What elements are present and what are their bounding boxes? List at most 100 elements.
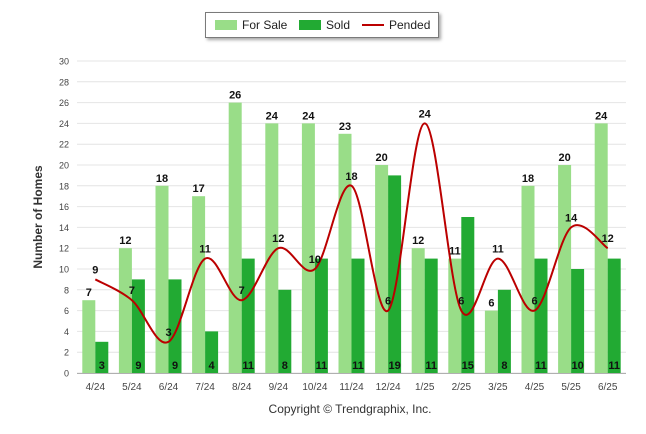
bar-sold-8/24: [241, 258, 255, 373]
x-tick-label-4/25: 4/25: [525, 382, 545, 393]
bar-for-sale-5/24: [118, 248, 132, 373]
x-tick-label-2/25: 2/25: [452, 382, 472, 393]
bar-for-sale-2/25: [448, 258, 462, 373]
bar-for-sale-12/24: [375, 165, 389, 373]
label-for-sale-8/24: 26: [229, 90, 241, 102]
bar-for-sale-9/24: [265, 123, 279, 374]
legend-item-pended[interactable]: Pended: [362, 18, 430, 32]
label-pended-4/25: 6: [531, 296, 537, 308]
label-sold-3/25: 8: [501, 360, 507, 372]
legend-label-sold: Sold: [326, 18, 351, 32]
label-pended-7/24: 11: [199, 244, 211, 256]
pended-line-layer: [94, 122, 609, 344]
y-tick-label-14: 14: [59, 223, 69, 233]
for-sale-swatch-icon: [215, 20, 237, 30]
legend-label-pended: Pended: [389, 18, 431, 32]
legend-item-for-sale[interactable]: For Sale: [215, 18, 287, 32]
label-pended-9/24: 12: [272, 233, 284, 245]
label-sold-7/24: 4: [209, 360, 216, 372]
bar-sold-3/25: [497, 289, 511, 373]
y-tick-label-4: 4: [64, 327, 69, 337]
label-pended-3/25: 11: [492, 244, 504, 256]
x-tick-label-5/25: 5/25: [561, 382, 581, 393]
y-tick-label-22: 22: [59, 140, 69, 150]
label-pended-4/24: 9: [92, 264, 98, 276]
y-tick-label-28: 28: [59, 77, 69, 87]
bar-for-sale-11/24: [338, 133, 352, 373]
y-tick-label-8: 8: [64, 285, 69, 295]
bar-for-sale-1/25: [411, 248, 425, 373]
label-sold-4/24: 3: [99, 360, 105, 372]
label-pended-6/24: 3: [165, 327, 171, 339]
label-sold-8/24: 11: [242, 360, 254, 372]
legend-item-sold[interactable]: Sold: [299, 18, 350, 32]
x-tick-label-6/24: 6/24: [159, 382, 179, 393]
label-sold-12/24: 19: [388, 360, 400, 372]
label-sold-6/24: 9: [172, 360, 178, 372]
label-for-sale-11/24: 23: [339, 121, 351, 133]
x-tick-label-8/24: 8/24: [232, 382, 252, 393]
label-pended-5/25: 14: [565, 212, 578, 224]
pended-line-swatch-icon: [362, 24, 384, 26]
bar-for-sale-5/25: [558, 165, 572, 373]
y-tick-label-30: 30: [59, 57, 69, 67]
legend: For Sale Sold Pended: [205, 12, 439, 38]
label-pended-5/24: 7: [129, 285, 135, 297]
x-tick-label-7/24: 7/24: [195, 382, 215, 393]
label-sold-9/24: 8: [282, 360, 288, 372]
x-tick-label-3/25: 3/25: [488, 382, 508, 393]
bar-for-sale-6/24: [155, 185, 169, 373]
bar-sold-7/24: [205, 331, 219, 373]
label-pended-1/25: 24: [419, 108, 432, 120]
x-tick-label-1/25: 1/25: [415, 382, 435, 393]
bar-sold-6/25: [607, 258, 621, 373]
bar-sold-2/25: [461, 217, 475, 373]
bar-sold-9/24: [278, 289, 292, 373]
legend-label-for-sale: For Sale: [242, 18, 288, 32]
bar-for-sale-3/25: [484, 310, 498, 373]
y-tick-label-16: 16: [59, 202, 69, 212]
label-sold-5/24: 9: [135, 360, 141, 372]
label-for-sale-5/25: 20: [558, 152, 570, 164]
label-for-sale-1/25: 12: [412, 235, 424, 247]
y-tick-label-18: 18: [59, 181, 69, 191]
label-for-sale-6/24: 18: [156, 173, 168, 185]
x-tick-label-12/24: 12/24: [376, 382, 401, 393]
x-tick-label-5/24: 5/24: [122, 382, 142, 393]
label-pended-8/24: 7: [239, 285, 245, 297]
y-axis-title: Number of Homes: [31, 165, 45, 269]
bar-for-sale-4/25: [521, 185, 535, 373]
label-sold-1/25: 11: [425, 360, 437, 372]
bar-sold-4/25: [534, 258, 548, 373]
label-sold-4/25: 11: [535, 360, 547, 372]
label-for-sale-2/25: 11: [449, 246, 461, 258]
label-sold-10/24: 11: [316, 360, 328, 372]
label-for-sale-12/24: 20: [375, 152, 387, 164]
x-tick-label-10/24: 10/24: [302, 382, 327, 393]
bar-sold-6/24: [168, 279, 182, 373]
label-sold-5/25: 10: [571, 360, 583, 372]
label-pended-11/24: 18: [345, 171, 357, 183]
label-for-sale-10/24: 24: [302, 110, 315, 122]
bar-sold-5/25: [571, 269, 585, 373]
label-for-sale-5/24: 12: [119, 235, 131, 247]
label-for-sale-7/24: 17: [192, 183, 204, 195]
bar-for-sale-7/24: [192, 196, 206, 373]
label-for-sale-4/25: 18: [522, 173, 534, 185]
bar-for-sale-4/24: [82, 300, 96, 373]
label-pended-6/25: 12: [602, 233, 614, 245]
x-axis: 4/24 5/24 6/24 7/24 8/24 9/24 10/24 11/24 12/24 1…: [77, 373, 626, 393]
x-tick-label-11/24: 11/24: [339, 382, 364, 393]
bar-sold-11/24: [351, 258, 365, 373]
bar-sold-4/24: [95, 341, 109, 373]
label-pended-12/24: 6: [385, 296, 391, 308]
y-tick-label-10: 10: [59, 265, 69, 275]
label-sold-6/25: 11: [608, 360, 620, 372]
y-tick-label-6: 6: [64, 306, 69, 316]
bar-for-sale-10/24: [301, 123, 315, 374]
x-tick-label-9/24: 9/24: [269, 382, 289, 393]
label-for-sale-6/25: 24: [595, 110, 608, 122]
y-tick-label-26: 26: [59, 98, 69, 108]
